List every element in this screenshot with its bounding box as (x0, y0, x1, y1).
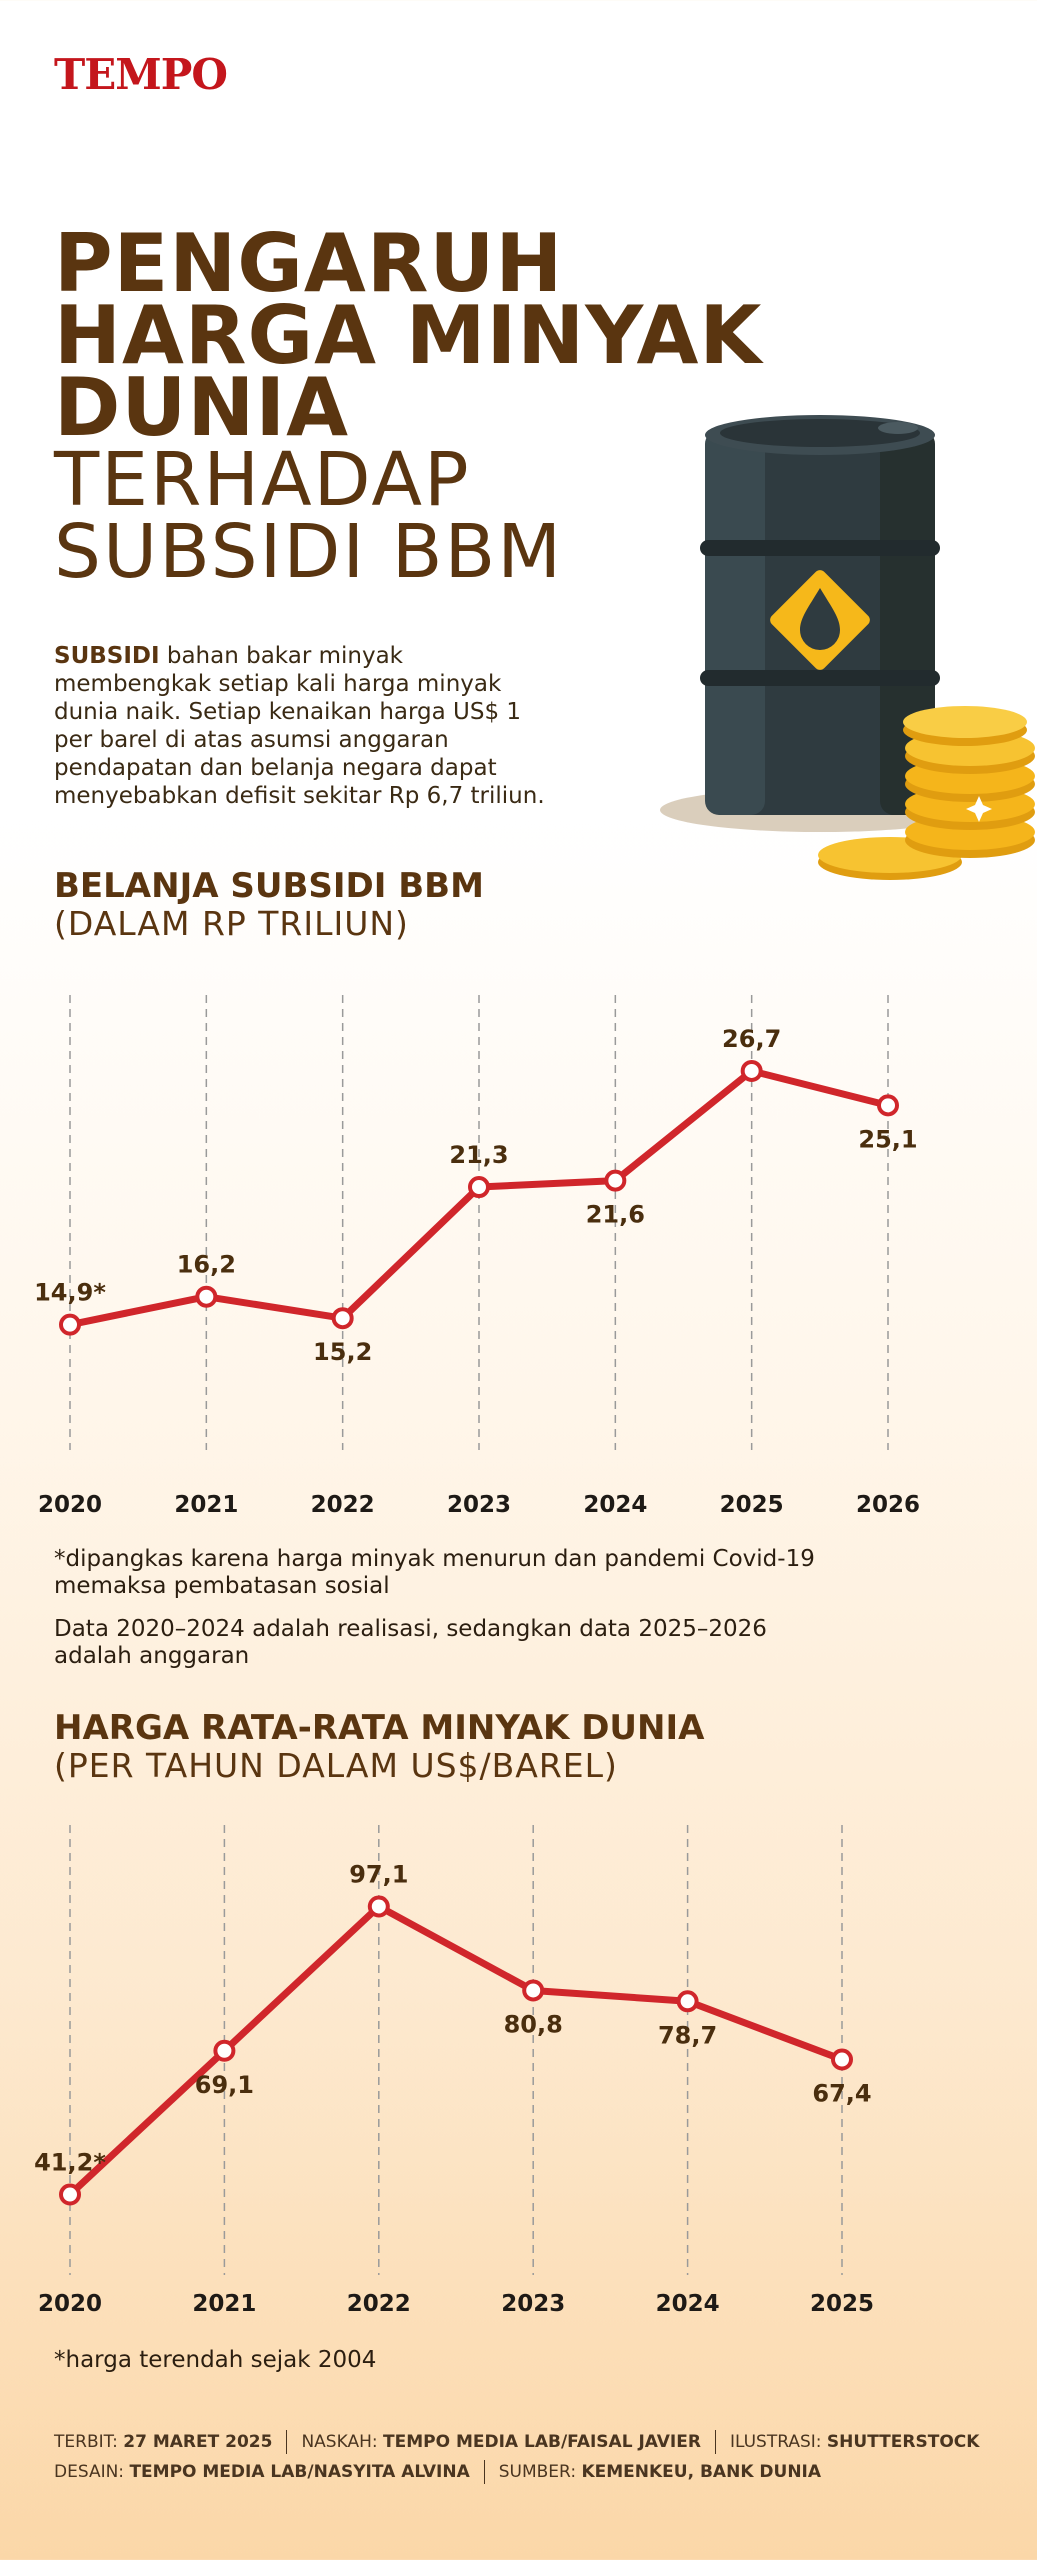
data-label: 97,1 (349, 1860, 408, 1888)
terbit-value: 27 MARET 2025 (123, 2432, 273, 2452)
tempo-logo: TEMPO (54, 50, 228, 99)
intro-line-6: menyebabkan defisit sekitar Rp 6,7 trili… (54, 783, 545, 809)
desain-label: DESAIN: (54, 2462, 125, 2482)
title-line-4: TERHADAP (54, 437, 471, 523)
sumber-label: SUMBER: (498, 2462, 577, 2482)
data-label: 15,2 (313, 1338, 372, 1366)
intro-line-4: per barel di atas asumsi anggaran (54, 727, 449, 753)
data-point (604, 1169, 627, 1192)
data-label: 41,2* (34, 2149, 106, 2177)
desain-value: TEMPO MEDIA LAB/NASYITA ALVINA (129, 2462, 470, 2482)
title-line-2: HARGA MINYAK (54, 289, 763, 382)
data-label: 25,1 (858, 1125, 917, 1153)
ilustrasi-label: ILUSTRASI: (729, 2432, 822, 2452)
data-label: 67,4 (812, 2080, 871, 2108)
data-point (740, 1059, 763, 1082)
data-label: 21,6 (586, 1201, 645, 1229)
data-label: 80,8 (504, 2010, 563, 2038)
data-point (468, 1176, 490, 1199)
x-tick-label: 2022 (347, 2291, 411, 2317)
x-tick-label: 2022 (311, 1492, 375, 1518)
credits-line-1: TERBIT: 27 MARET 2025 NASKAH: TEMPO MEDIA… (54, 2430, 979, 2454)
subsidy-line-chart: 2020 2021 2022 2023 2024 2025 2026 14,9* 16,2 15,… (34, 995, 920, 1518)
data-point (522, 1979, 545, 2002)
x-tick-label: 2024 (656, 2291, 720, 2317)
x-tick-label: 2023 (501, 2291, 565, 2317)
chart1-data-note-line-1: Data 2020–2024 adalah realisasi, sedangk… (54, 1616, 767, 1642)
naskah-label: NASKAH: (301, 2432, 378, 2452)
chart1-note: *dipangkas karena harga minyak menurun d… (54, 1546, 954, 1600)
x-tick-label: 2024 (583, 1492, 647, 1518)
chart1-data-note-line-2: adalah anggaran (54, 1643, 250, 1669)
intro-lead: SUBSIDI (54, 643, 160, 669)
data-label: 26,7 (722, 1025, 781, 1053)
chart1-data-note: Data 2020–2024 adalah realisasi, sedangk… (54, 1616, 954, 1670)
chart2-note: *harga terendah sejak 2004 (54, 2347, 377, 2373)
chart1-title: BELANJA SUBSIDI BBM (54, 866, 484, 906)
gold-coins-illustration (818, 706, 1035, 880)
credits-line-2: DESAIN: TEMPO MEDIA LAB/NASYITA ALVINA SU… (54, 2460, 821, 2484)
title-line-3: DUNIA (54, 361, 349, 454)
ilustrasi-value: SHUTTERSTOCK (826, 2432, 980, 2452)
intro-line-2: membengkak setiap kali harga minyak (54, 671, 502, 697)
data-point (59, 1313, 81, 1336)
terbit-label: TERBIT: (54, 2432, 118, 2452)
data-label: 14,9* (34, 1279, 106, 1307)
chart1-subtitle: (DALAM RP TRILIUN) (54, 904, 409, 943)
data-point (877, 1094, 899, 1117)
x-tick-label: 2026 (856, 1492, 920, 1518)
title-line-5: SUBSIDI BBM (54, 509, 564, 595)
intro-line-1: bahan bakar minyak (159, 643, 403, 669)
x-tick-label: 2023 (447, 1492, 511, 1518)
data-point (59, 2183, 81, 2206)
series-line (66, 1902, 846, 2199)
data-point (331, 1307, 354, 1330)
chart1-note-line-2: memaksa pembatasan sosial (54, 1573, 390, 1599)
data-point (676, 1990, 699, 2013)
data-label: 69,1 (195, 2071, 254, 2099)
data-point (831, 2048, 853, 2071)
x-tick-label: 2025 (810, 2291, 874, 2317)
data-label: 16,2 (177, 1251, 236, 1279)
intro-line-3: dunia naik. Setiap kenaikan harga US$ 1 (54, 699, 522, 725)
x-tick-label: 2021 (174, 1492, 238, 1518)
x-tick-label: 2025 (720, 1492, 784, 1518)
data-point (213, 2039, 236, 2062)
data-point (195, 1285, 218, 1308)
title-line-1: PENGARUH (54, 217, 564, 310)
x-tick-label: 2021 (192, 2291, 256, 2317)
data-label: 78,7 (658, 2021, 717, 2049)
oil-drop-icon (770, 570, 870, 670)
data-label: 21,3 (449, 1141, 508, 1169)
intro-paragraph: SUBSIDI bahan bakar minyak membengkak se… (54, 642, 634, 810)
chart1-note-line-1: *dipangkas karena harga minyak menurun d… (54, 1546, 815, 1572)
chart2-subtitle: (PER TAHUN DALAM US$/BAREL) (54, 1746, 618, 1785)
intro-line-5: pendapatan dan belanja negara dapat (54, 755, 497, 781)
x-tick-label: 2020 (38, 2291, 102, 2317)
x-tick-label: 2020 (38, 1492, 102, 1518)
chart2-title: HARGA RATA-RATA MINYAK DUNIA (54, 1708, 705, 1748)
oil-barrel-illustration (660, 415, 1035, 880)
sumber-value: KEMENKEU, BANK DUNIA (581, 2462, 822, 2482)
data-point (367, 1895, 390, 1918)
naskah-value: TEMPO MEDIA LAB/FAISAL JAVIER (383, 2432, 701, 2452)
oil-price-line-chart: 2020 2021 2022 2023 2024 2025 41,2* 69,1 97,1 80,… (34, 1825, 874, 2317)
